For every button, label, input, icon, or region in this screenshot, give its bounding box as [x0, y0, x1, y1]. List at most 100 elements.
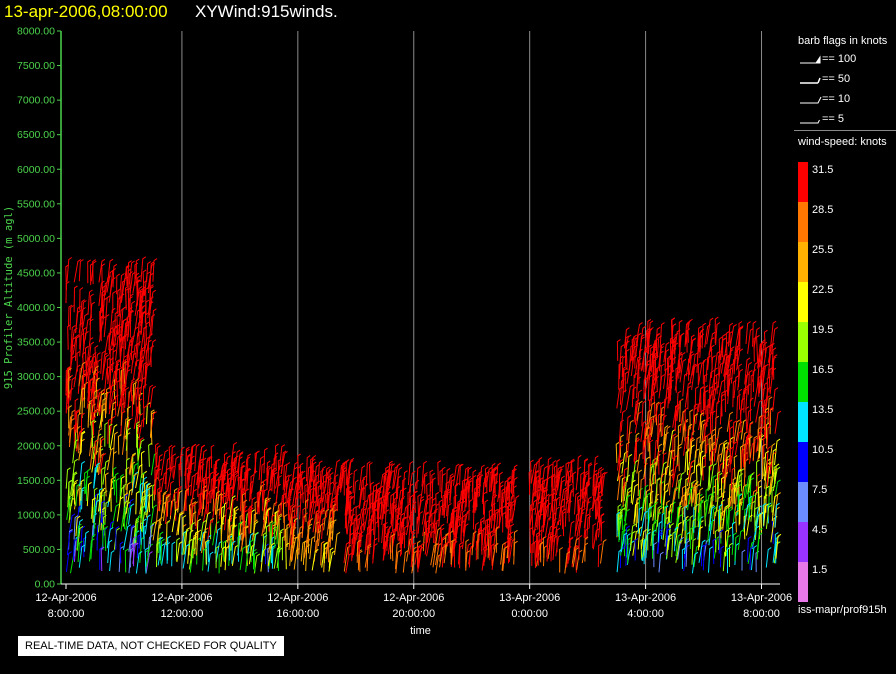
wind-barb	[307, 519, 312, 542]
wind-barb	[618, 355, 624, 379]
wind-barb	[648, 417, 655, 443]
wind-barb	[373, 490, 380, 515]
wind-barb	[656, 443, 663, 466]
wind-barb	[173, 487, 178, 515]
wind-barb	[383, 522, 388, 547]
wind-barb	[674, 526, 679, 552]
wind-barb	[726, 411, 734, 432]
wind-barb	[600, 468, 605, 494]
wind-barb	[622, 366, 627, 389]
wind-barb	[305, 498, 309, 523]
wind-barb	[709, 463, 717, 488]
wind-barb	[70, 479, 79, 507]
wind-barb	[708, 519, 716, 546]
wind-barb	[616, 386, 623, 409]
wind-barb	[414, 544, 421, 565]
wind-barb	[116, 273, 121, 295]
wind-barb	[237, 456, 243, 481]
wind-barb	[681, 547, 686, 569]
wind-barb	[176, 488, 182, 511]
wind-barb	[431, 511, 436, 538]
wind-barb	[65, 467, 71, 489]
wind-barb	[178, 462, 183, 487]
wind-barb	[408, 470, 416, 493]
wind-barb	[412, 479, 420, 501]
wind-barb	[87, 289, 93, 315]
wind-barb	[348, 496, 354, 524]
wind-barb	[323, 508, 330, 531]
wind-barb	[539, 489, 546, 513]
wind-barb	[638, 348, 643, 370]
wind-barb	[68, 414, 74, 436]
wind-barb	[647, 318, 652, 347]
wind-barb	[753, 382, 761, 407]
wind-barb	[660, 473, 666, 499]
wind-barb	[762, 404, 767, 429]
wind-barb	[317, 522, 324, 547]
wind-barb	[662, 432, 669, 455]
wind-barb	[663, 465, 670, 491]
wind-barb	[444, 532, 450, 554]
wind-barb	[424, 531, 432, 555]
wind-barb	[75, 309, 82, 334]
wind-barb	[92, 259, 96, 285]
wind-barb	[708, 370, 715, 393]
wind-barb	[79, 299, 86, 326]
wind-barb	[277, 458, 282, 485]
wind-barb	[707, 463, 714, 492]
wind-barb	[115, 526, 120, 550]
wind-barb	[763, 503, 769, 526]
wind-barb	[600, 512, 605, 534]
x-tick-time: 0:00:00	[511, 608, 548, 620]
wind-barb	[316, 511, 321, 534]
wind-barb	[343, 541, 350, 564]
wind-barb	[253, 512, 258, 535]
wind-barb	[128, 454, 136, 474]
wind-barb	[123, 320, 129, 345]
wind-barb	[489, 533, 495, 561]
wind-barb	[104, 365, 111, 393]
y-tick-label: 0.00	[35, 579, 56, 591]
wind-barb	[275, 513, 283, 540]
wind-barb	[489, 470, 494, 493]
wind-barb	[458, 488, 465, 511]
flag-5-label: == 5	[822, 113, 845, 125]
wind-barb	[507, 480, 512, 502]
wind-barb	[85, 475, 90, 502]
wind-barb	[157, 486, 161, 512]
wind-barb	[400, 496, 405, 523]
wind-barb	[288, 503, 295, 527]
wind-barb	[65, 551, 72, 572]
wind-barb	[262, 532, 267, 557]
wind-barb	[641, 484, 649, 511]
wind-barb	[250, 474, 255, 500]
wind-barb	[453, 494, 458, 520]
wind-barb	[556, 527, 561, 553]
wind-barb	[657, 520, 663, 543]
wind-barb	[724, 355, 731, 381]
wind-barb	[216, 493, 223, 514]
wind-barb	[108, 384, 115, 410]
wind-barb	[670, 317, 675, 344]
wind-barb	[231, 540, 236, 564]
wind-barb	[281, 450, 287, 474]
wind-barb	[640, 420, 647, 442]
wind-barb	[486, 525, 491, 546]
wind-barb	[693, 448, 699, 474]
wind-barb	[738, 388, 743, 410]
wind-barb	[158, 453, 163, 481]
wind-barb	[87, 401, 93, 428]
wind-barb	[674, 521, 682, 546]
wind-barb	[140, 310, 147, 335]
wind-barb	[593, 469, 598, 496]
wind-barb	[102, 514, 107, 536]
wind-barb	[130, 536, 137, 559]
wind-barb	[691, 538, 697, 565]
wind-barb	[303, 538, 311, 559]
wind-barb	[634, 538, 639, 561]
wind-barb	[335, 486, 341, 511]
wind-barb	[395, 466, 403, 493]
wind-barb	[115, 477, 120, 503]
wind-barb	[118, 307, 125, 335]
